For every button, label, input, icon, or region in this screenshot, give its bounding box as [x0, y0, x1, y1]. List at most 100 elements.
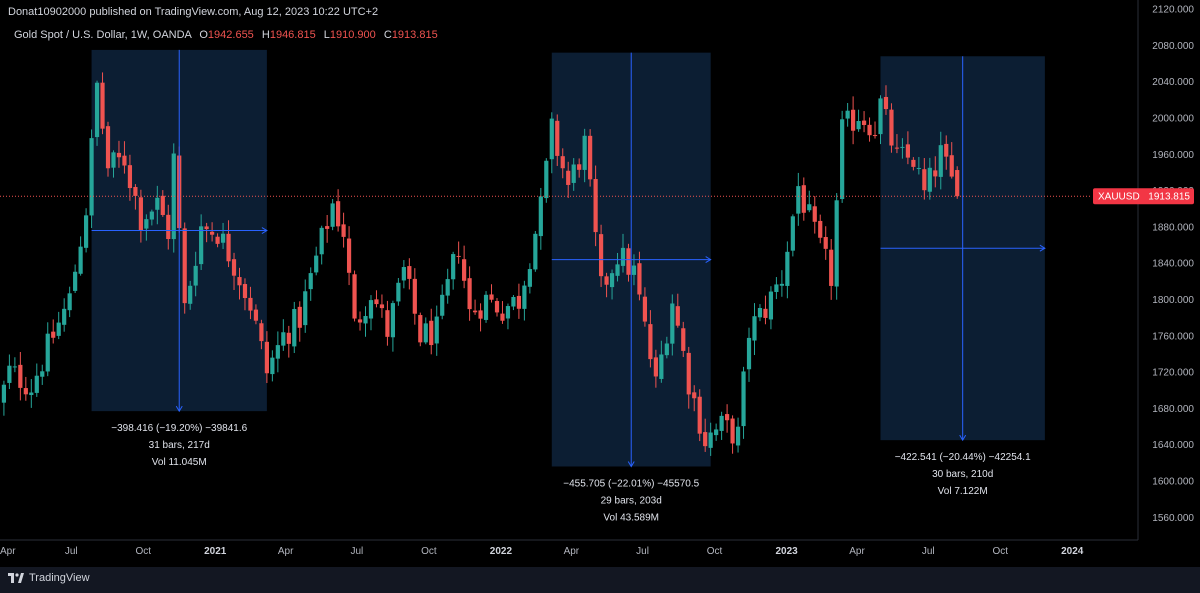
candle-body [571, 164, 576, 183]
candle-body [620, 247, 626, 266]
candle [511, 295, 516, 311]
candle [83, 208, 89, 253]
candle-body [505, 306, 511, 319]
candle-body [73, 271, 78, 291]
price-tick-label: 2080.000 [1152, 41, 1194, 52]
candle-body [374, 299, 379, 305]
candle-body [522, 285, 527, 309]
candle-body [719, 415, 724, 431]
range-stat-line-3: Vol 43.589M [603, 512, 659, 523]
candle [560, 148, 565, 179]
candle [171, 143, 176, 253]
range-down-arrow [627, 461, 635, 468]
candle-body [423, 323, 428, 343]
candle-body [144, 219, 149, 229]
price-tick-label: 1760.000 [1152, 331, 1194, 342]
candle [505, 303, 511, 330]
candle-body [927, 167, 932, 192]
candle [867, 117, 872, 142]
last-price-tag: XAUUSD 1913.815 [1093, 188, 1194, 205]
candle [878, 95, 883, 145]
candle-body [911, 159, 916, 167]
candle-body [686, 352, 691, 395]
candle [741, 366, 746, 439]
candle [155, 185, 160, 225]
price-tick-label: 2000.000 [1152, 113, 1194, 124]
candle-body [138, 197, 143, 231]
tradingview-brand[interactable]: TradingView [8, 572, 90, 584]
candle-body [933, 170, 938, 177]
candle [489, 284, 494, 303]
candle [829, 238, 834, 300]
candle-body [18, 364, 23, 388]
candle-body [609, 273, 615, 288]
candle-body [379, 304, 385, 309]
candle-body [51, 331, 56, 338]
candle-body [889, 109, 894, 146]
time-tick-label: Jul [922, 546, 935, 557]
candle [768, 286, 774, 330]
range-stat-line-3: Vol 7.122M [938, 486, 988, 497]
candle-body [829, 249, 834, 286]
candle-body [188, 285, 193, 304]
candle-body [330, 203, 335, 227]
candle-body [286, 332, 291, 344]
candle-body [237, 277, 242, 286]
candle [116, 140, 122, 168]
candle-body [253, 309, 259, 321]
open-label: O [199, 29, 208, 41]
candle-body [790, 216, 795, 251]
candle-body [642, 296, 648, 322]
candle [105, 121, 111, 177]
candle-body [538, 196, 543, 237]
candle [45, 322, 50, 377]
candle-body [34, 375, 39, 393]
candle [286, 325, 291, 358]
price-axis-background [1138, 0, 1200, 567]
time-tick-label: Jul [65, 546, 78, 557]
candle [544, 158, 549, 203]
candle [18, 351, 23, 401]
candle [467, 266, 472, 321]
candle [955, 166, 960, 199]
candle-body [724, 414, 730, 421]
candle [462, 245, 467, 289]
candle [73, 264, 78, 294]
candle-body [182, 228, 187, 304]
candle-body [834, 200, 839, 287]
candle-body [746, 337, 752, 370]
candle-body [812, 206, 817, 222]
candle-body [231, 259, 237, 276]
candle [538, 187, 543, 250]
candle-body [796, 186, 801, 214]
price-tick-label: 1800.000 [1152, 295, 1194, 306]
candle-body [801, 185, 806, 213]
candle [757, 304, 763, 322]
candle [659, 340, 664, 383]
candle [472, 299, 478, 315]
candle [588, 129, 593, 187]
time-tick-label: 2022 [490, 546, 513, 557]
high-value: 1946.815 [269, 29, 316, 41]
candle-body [577, 164, 582, 170]
candle [604, 272, 609, 298]
candle [199, 214, 204, 270]
candle-body [549, 118, 554, 160]
candle [905, 131, 910, 165]
price-tick-label: 1560.000 [1152, 513, 1194, 524]
candle [264, 331, 269, 384]
price-tag-symbol: XAUUSD [1098, 192, 1140, 203]
candle-body [878, 98, 883, 135]
price-range-measure-lines [91, 49, 1046, 468]
candle [401, 260, 406, 289]
candle-body [779, 283, 784, 286]
candle [259, 319, 264, 350]
candle-body [396, 282, 401, 302]
candle [593, 165, 598, 247]
candle [818, 214, 823, 244]
candle-body [451, 254, 456, 280]
candle [664, 336, 669, 359]
price-chart[interactable]: −398.416 (−19.20%) −39841.6 31 bars, 217d… [0, 0, 1200, 567]
candle [730, 415, 735, 454]
candle [724, 404, 730, 433]
